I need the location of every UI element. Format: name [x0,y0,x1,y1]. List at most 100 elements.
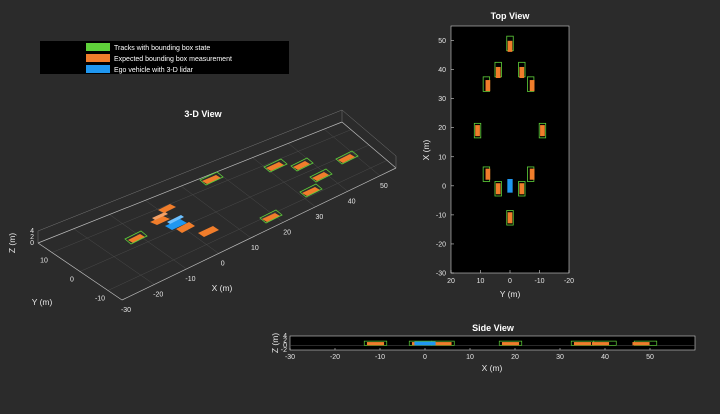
three-d-grid [37,109,397,301]
legend-swatch-ego [86,65,110,73]
top-y-tick: -30 [436,271,446,278]
side-x-tick: 0 [423,354,427,361]
side-x-tick: 50 [646,354,654,361]
three-d-measurement-box [338,154,355,163]
side-y-tick: 2 [283,338,287,345]
top-measurement-box [529,168,535,180]
top-y-tick: -10 [436,212,446,219]
side-xlabel: X (m) [482,363,503,373]
legend-label-measurement: Expected bounding box measurement [114,56,232,63]
top-view: Top View 20 10 0 -10 -20 -30 -20 -10 0 10 20 30 40 50… [421,11,574,299]
three-d-grid-line [51,129,352,253]
top-title: Top View [491,11,531,21]
side-x-tick: -20 [330,354,340,361]
three-d-grid-line [37,242,123,301]
side-ylabel: Z (m) [270,333,280,353]
three-d-grid-line [79,144,370,272]
three-d-z-tick: 0 [30,240,34,247]
top-track-box [473,122,482,139]
top-measurement-box [485,168,491,180]
three-d-track-box [124,230,148,245]
three-d-track-box [199,171,224,186]
three-d-y-tick: 10 [40,258,48,265]
side-measurement-box [591,342,610,346]
three-d-x-tick: 40 [348,198,356,205]
side-measurement-box [434,342,452,346]
three-d-track-box [259,209,283,224]
three-d-xlabel: X (m) [212,283,233,293]
side-x-tick: 40 [601,354,609,361]
three-d-ego-vehicle [167,215,184,224]
top-ego-vehicle [507,178,513,193]
three-d-measurement-box [176,222,195,233]
three-d-measurement-box [150,216,170,225]
three-d-track-box [309,168,333,183]
side-y-tick: 0 [283,342,287,349]
legend-swatch-tracks [86,43,110,51]
top-ylabel: X (m) [421,139,431,160]
top-marks: 20 10 0 -10 -20 -30 -20 -10 0 10 20 30 40 50 [436,35,574,285]
three-d-y-tick: -10 [95,296,105,303]
top-y-tick: 10 [438,154,446,161]
three-d-zlabel: Z (m) [7,233,17,253]
three-d-x-tick: 20 [283,229,291,236]
top-measurement-box [507,212,513,224]
side-x-tick: 10 [466,354,474,361]
three-d-grid-line [37,121,343,244]
three-d-y-tick: 0 [70,277,74,284]
legend-label-ego: Ego vehicle with 3-D lidar [114,67,194,74]
three-d-z-tick: 2 [30,234,34,241]
three-d-x-tick: 10 [251,245,259,252]
top-x-tick: 20 [447,278,455,285]
top-track-box [538,122,547,139]
top-y-tick: 0 [442,183,446,190]
top-measurement-box [519,183,525,195]
three-d-grid-line [121,167,397,301]
side-x-tick: -30 [285,354,295,361]
three-d-x-tick: 50 [380,183,388,190]
three-d-x-tick: 0 [221,260,225,267]
side-y-tick: -2 [281,347,287,354]
top-x-tick: 0 [508,278,512,285]
top-axes [450,25,570,274]
three-d-x-tick: -20 [153,291,163,298]
side-measurement-box [366,342,385,346]
top-y-tick: 40 [438,67,446,74]
top-x-tick: -10 [534,278,544,285]
top-y-tick: 50 [438,38,446,45]
top-x-tick: -20 [564,278,574,285]
top-y-tick: -20 [436,241,446,248]
three-d-z-tick: 4 [30,228,34,235]
three-d-x-tick: 30 [316,214,324,221]
three-d-measurement-box [302,187,320,196]
side-measurement-box [573,342,592,346]
three-d-ylabel: Y (m) [32,297,53,307]
legend-label-tracks: Tracks with bounding box state [114,45,210,52]
side-measurement-box [501,342,520,346]
three-d-track-box [290,157,314,172]
three-d-measurement-box [152,212,168,220]
three-d-x-tick: -30 [121,307,131,314]
side-y-tick: 4 [283,333,287,340]
three-d-view: 3-D View [7,109,397,314]
side-x-tick: 30 [556,354,564,361]
top-measurement-box [495,66,501,79]
side-title: Side View [472,323,515,333]
three-d-measurement-box [312,172,329,181]
three-d-measurement-box [293,161,310,170]
top-track-box [506,210,514,226]
three-d-measurement-box [266,162,284,171]
three-d-grid-line [341,109,397,157]
top-track-box [494,181,502,197]
three-d-measurement-box [158,204,176,213]
three-d-objects [124,150,359,245]
side-measurement-box [632,342,650,346]
top-track-box [518,181,526,197]
three-d-x-tick: -10 [185,276,195,283]
three-d-measurement-box [128,234,145,243]
three-d-grid-line [341,121,397,169]
legend-swatch-measurement [86,54,110,62]
side-x-tick: -10 [375,354,385,361]
